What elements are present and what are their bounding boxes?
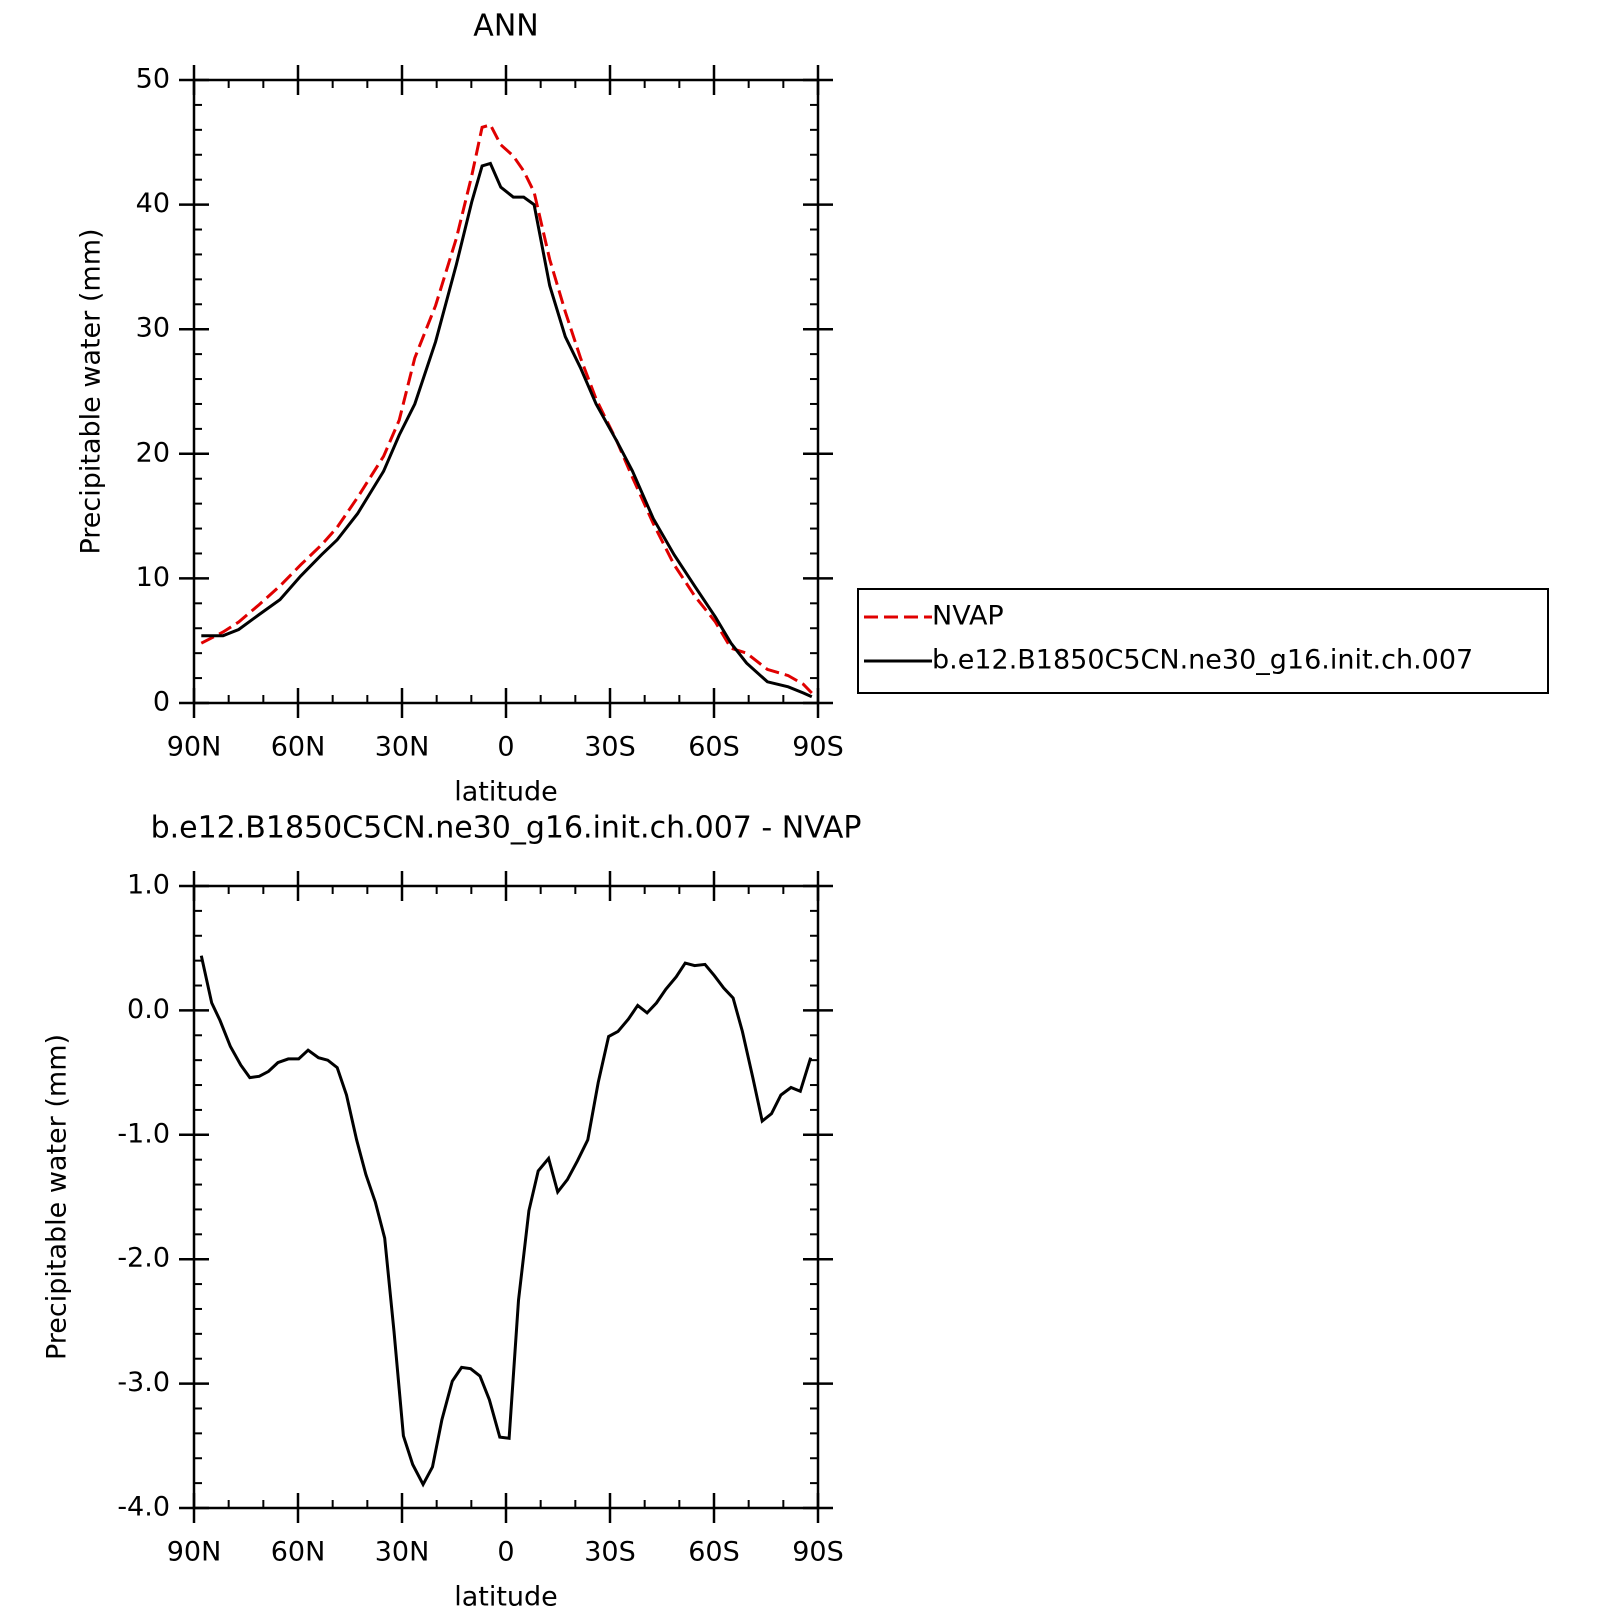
x-tick-label: 90S <box>792 732 844 763</box>
y-tick-label: -2.0 <box>117 1243 170 1274</box>
y-tick-label: 20 <box>136 437 170 468</box>
x-tick-label: 30S <box>584 1537 636 1568</box>
data-line <box>199 955 813 1488</box>
x-tick-label: 0 <box>497 1537 514 1568</box>
y-tick-label: 10 <box>136 562 170 593</box>
y-tick-label: -3.0 <box>117 1367 170 1398</box>
y-tick-label: 40 <box>136 188 170 219</box>
plot-frame <box>192 78 820 705</box>
y-tick-label: -1.0 <box>117 1118 170 1149</box>
x-tick-label: 60S <box>688 732 740 763</box>
x-tick-label: 60N <box>271 732 326 763</box>
x-tick-label: 60S <box>688 1537 740 1568</box>
x-tick-label: 0 <box>497 732 514 763</box>
x-tick-label: 30S <box>584 732 636 763</box>
y-tick-label: -4.0 <box>117 1492 170 1523</box>
chart-title: ANN <box>473 9 538 44</box>
y-axis-label: Precipitable water (mm) <box>76 228 107 554</box>
chart-title: b.e12.B1850C5CN.ne30_g16.init.ch.007 - N… <box>151 811 862 846</box>
y-tick-label: 50 <box>136 64 170 95</box>
x-tick-label: 60N <box>271 1537 326 1568</box>
y-tick-label: 30 <box>136 313 170 344</box>
x-tick-label: 30N <box>375 732 430 763</box>
x-axis-label: latitude <box>454 777 558 808</box>
plot-frame <box>192 884 820 1510</box>
x-tick-label: 90N <box>167 732 222 763</box>
x-tick-label: 90N <box>167 1537 222 1568</box>
x-tick-label: 90S <box>792 1537 844 1568</box>
legend-label: NVAP <box>932 601 1004 632</box>
x-tick-label: 30N <box>375 1537 430 1568</box>
y-tick-label: 0.0 <box>127 994 170 1025</box>
data-line <box>201 161 813 699</box>
x-axis-label: latitude <box>454 1582 558 1613</box>
y-tick-label: 0 <box>153 687 170 718</box>
data-line <box>200 123 813 695</box>
y-tick-label: 1.0 <box>127 870 170 901</box>
legend-label: b.e12.B1850C5CN.ne30_g16.init.ch.007 <box>932 645 1473 676</box>
y-axis-label: Precipitable water (mm) <box>42 1034 73 1360</box>
legend-box <box>857 588 1549 694</box>
